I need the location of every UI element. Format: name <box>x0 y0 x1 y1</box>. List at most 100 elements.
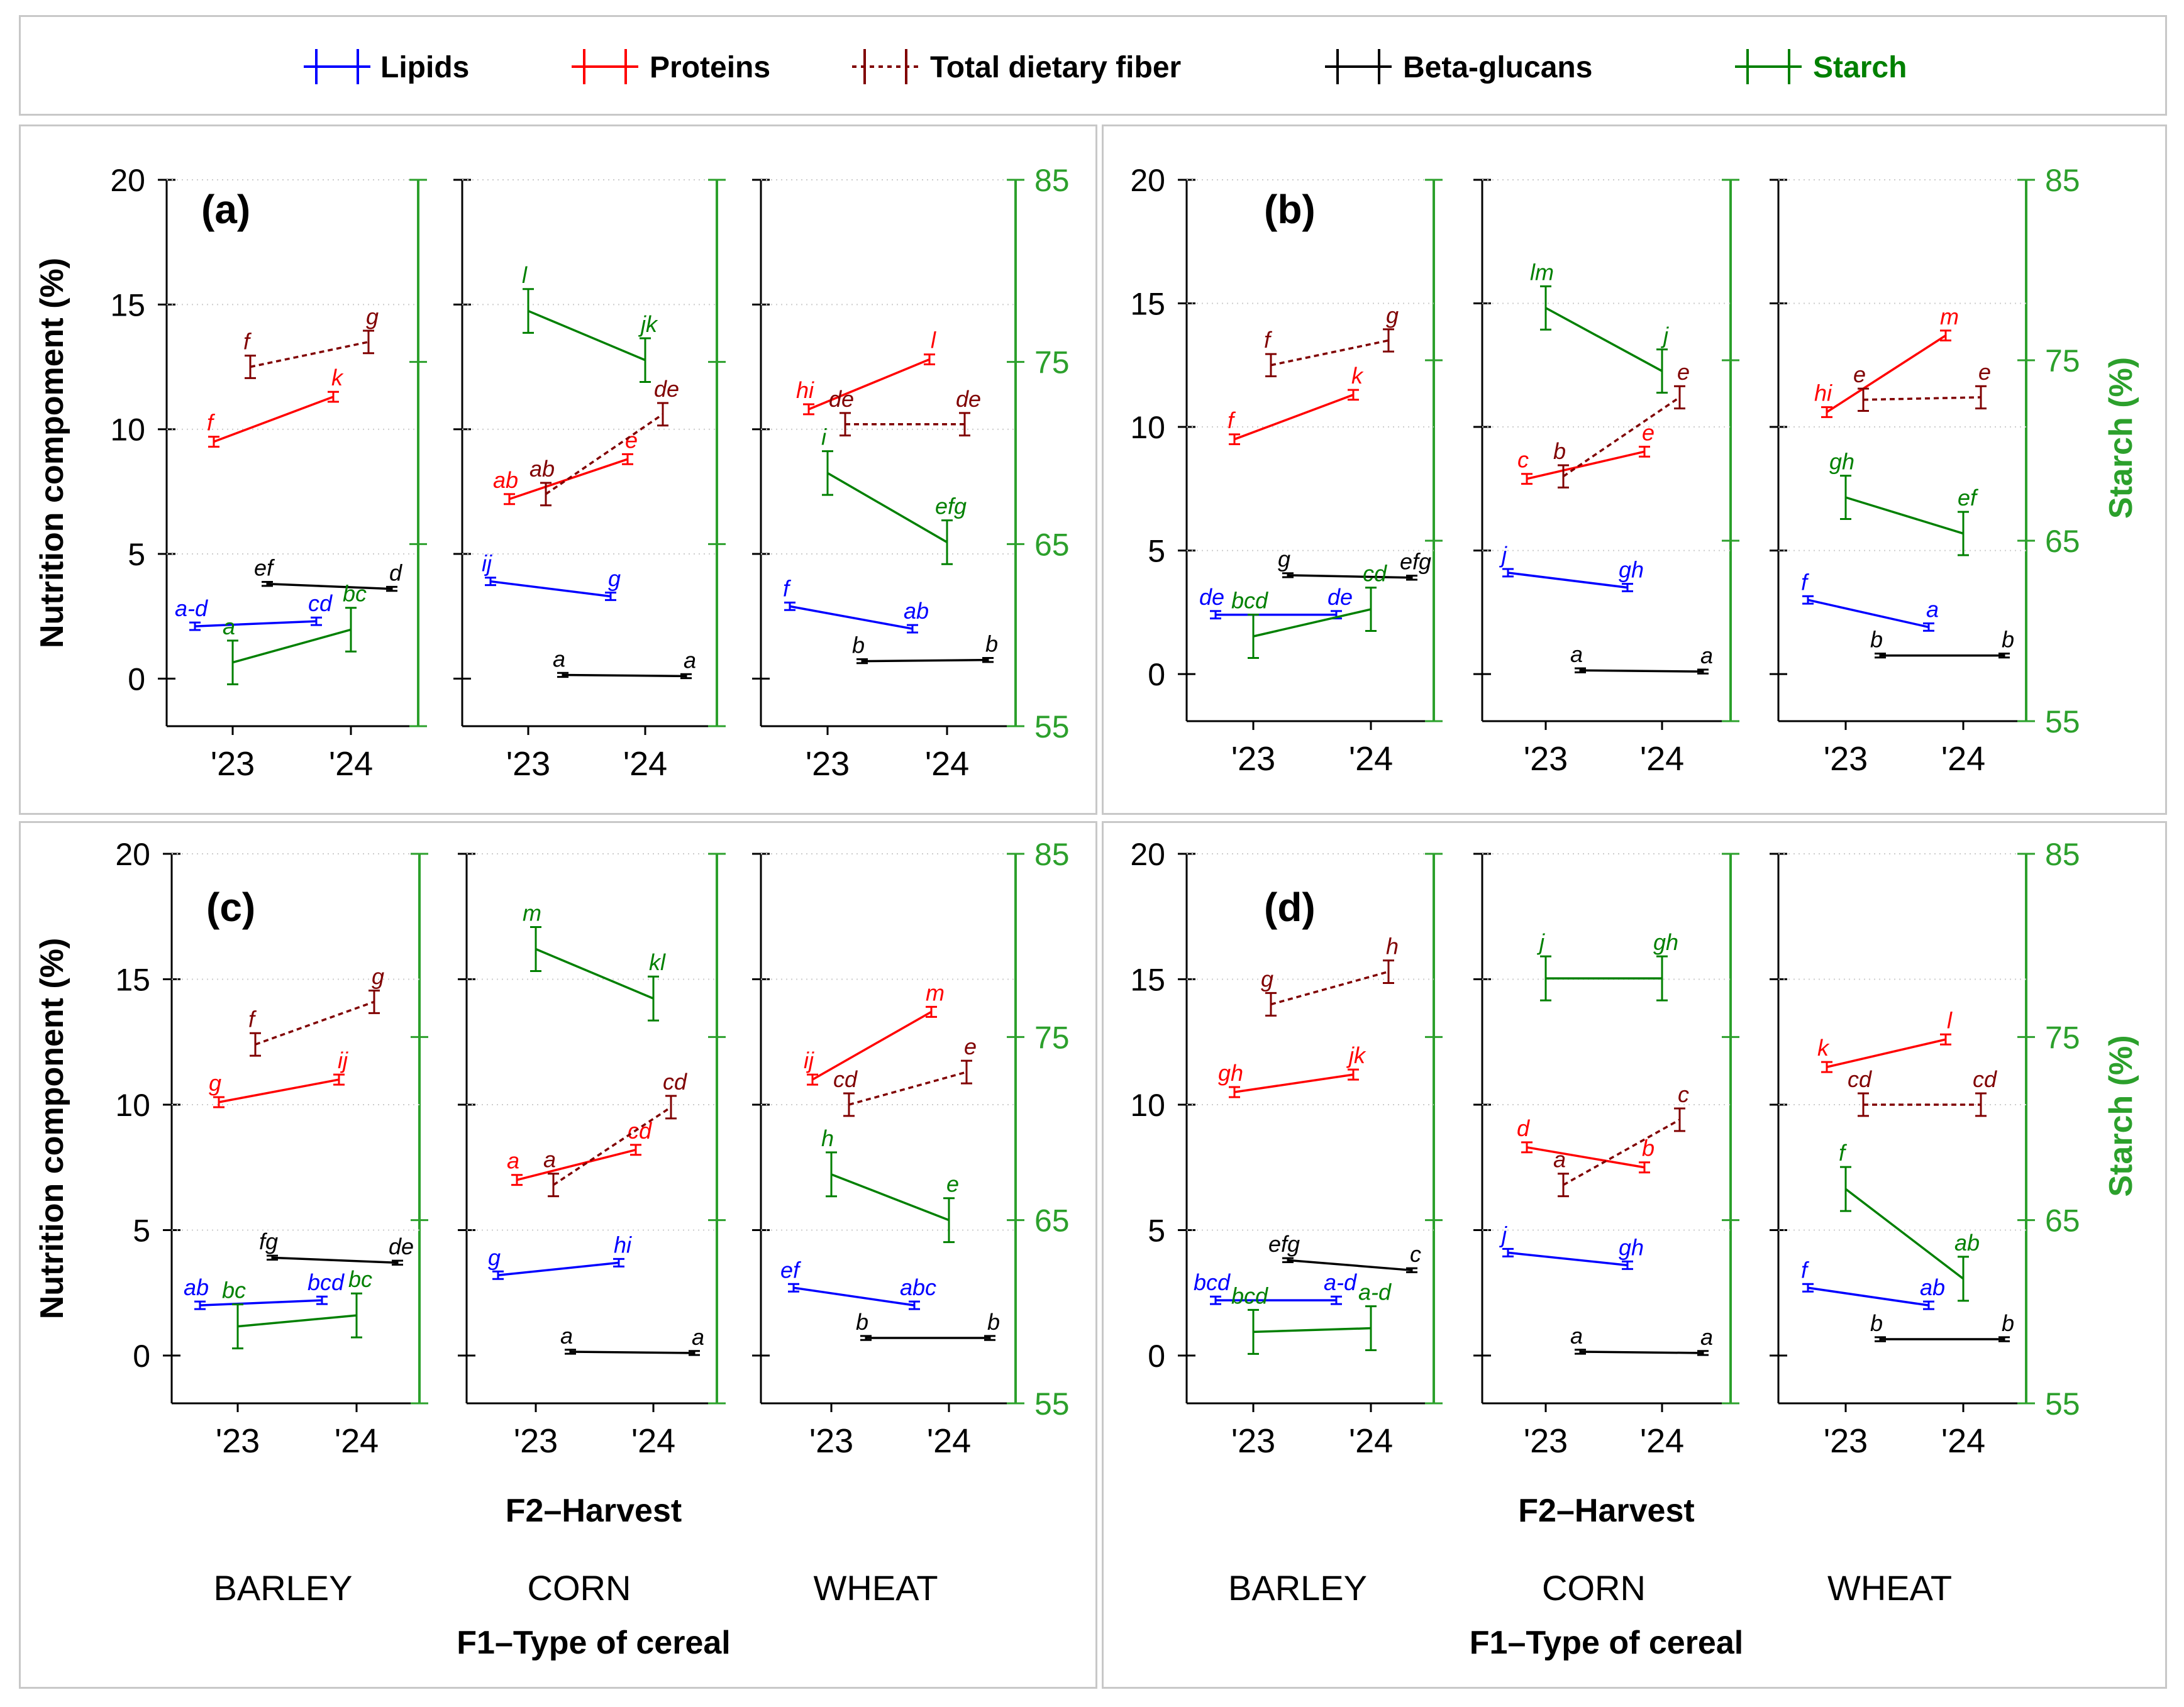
x-tick-label-c-0-1: '24 <box>335 1422 379 1460</box>
letter-tdf-c-0-1: g <box>372 963 384 989</box>
y2-tick-label-b-3: 85 <box>2045 163 2080 198</box>
legend-svg: Lipids Proteins Total dietary fiber Beta… <box>304 49 1907 84</box>
series-line-beta-glucans-b-0 <box>1287 574 1412 579</box>
letter-starch-c-0-0: bc <box>222 1278 246 1303</box>
letter-lipids-a-2-0: f <box>783 575 792 601</box>
y2-tick-label-b-1: 65 <box>2045 524 2080 559</box>
series-line-proteins-a-0 <box>213 395 334 443</box>
letter-starch-c-1-1: kl <box>649 949 666 975</box>
letter-beta-glucans-a-1-0: a <box>553 646 565 671</box>
letter-proteins-c-1-1: cd <box>628 1118 652 1144</box>
letter-tdf-d-1-0: a <box>1553 1147 1566 1173</box>
series-line-lipids-b-2 <box>1807 599 1929 629</box>
legend-label-beta-glucans: Beta-glucans <box>1403 51 1592 84</box>
letter-beta-glucans-d-0-1: c <box>1410 1241 1421 1267</box>
letter-proteins-d-2-1: l <box>1947 1007 1953 1033</box>
letter-proteins-d-0-1: jk <box>1346 1042 1366 1068</box>
legend-item-starch: Starch <box>1735 49 1907 84</box>
letter-proteins-b-2-0: hi <box>1814 380 1832 406</box>
letter-lipids-d-1-0: j <box>1499 1222 1507 1247</box>
y-tick-label-b-1: 5 <box>1148 534 1165 569</box>
y-tick-label-a-3: 15 <box>110 287 145 323</box>
letter-lipids-b-0-0: de <box>1199 584 1224 610</box>
x-tick-label-c-1-0: '23 <box>514 1422 558 1460</box>
letter-starch-b-0-0: bcd <box>1231 588 1268 614</box>
y-tick-label-d-1: 5 <box>1148 1213 1165 1248</box>
legend-label-tdf: Total dietary fiber <box>930 51 1181 84</box>
series-line-lipids-c-2 <box>793 1286 915 1306</box>
cereal-label-d-0: BARLEY <box>1228 1568 1367 1608</box>
letter-beta-glucans-d-1-1: a <box>1700 1324 1713 1350</box>
letter-starch-d-0-0: bcd <box>1231 1283 1268 1308</box>
y-tick-label-a-2: 10 <box>110 412 145 448</box>
letter-lipids-b-2-1: a <box>1926 597 1939 622</box>
letter-tdf-a-1-1: de <box>654 376 679 402</box>
x-tick-label-d-0-0: '23 <box>1231 1422 1275 1460</box>
letter-starch-a-2-0: i <box>821 424 827 450</box>
letter-starch-a-1-1: jk <box>638 311 658 337</box>
series-line-proteins-b-0 <box>1234 394 1354 441</box>
series-line-proteins-d-2 <box>1826 1038 1946 1068</box>
letter-proteins-a-0-1: k <box>331 365 344 390</box>
letter-lipids-b-1-0: j <box>1499 542 1507 568</box>
y2-tick-label-d-2: 75 <box>2045 1020 2080 1055</box>
letter-beta-glucans-c-1-0: a <box>560 1323 573 1349</box>
cereal-label-d-2: WHEAT <box>1827 1568 1952 1608</box>
letter-starch-b-1-1: j <box>1660 323 1669 348</box>
series-line-lipids-c-1 <box>497 1261 619 1277</box>
panel-label-b: (b) <box>1264 187 1316 232</box>
letter-beta-glucans-a-2-1: b <box>985 631 998 656</box>
legend-item-lipids: Lipids <box>304 49 469 84</box>
series-line-lipids-d-2 <box>1807 1286 1929 1306</box>
y2-tick-label-a-0: 55 <box>1034 709 1070 744</box>
y2-tick-label-b-0: 55 <box>2045 704 2080 739</box>
series-line-starch-c-2 <box>831 1173 950 1222</box>
y-tick-label-d-2: 10 <box>1130 1088 1165 1123</box>
letter-lipids-a-1-1: g <box>608 566 621 592</box>
letter-tdf-b-1-0: b <box>1553 438 1566 464</box>
legend-label-proteins: Proteins <box>650 51 770 84</box>
series-line-proteins-c-1 <box>516 1149 636 1181</box>
x-tick-label-d-0-1: '24 <box>1349 1422 1393 1460</box>
letter-beta-glucans-b-1-0: a <box>1570 641 1583 667</box>
letter-starch-a-0-1: bc <box>343 581 367 607</box>
letter-tdf-b-2-0: e <box>1853 362 1866 387</box>
series-line-tdf-b-1 <box>1563 396 1680 478</box>
x-tick-label-b-1-1: '24 <box>1640 740 1684 778</box>
letter-beta-glucans-b-2-1: b <box>2002 626 2014 652</box>
series-line-starch-a-2 <box>827 472 948 543</box>
letter-tdf-a-2-0: de <box>829 386 854 412</box>
legend-item-proteins: Proteins <box>572 49 770 84</box>
y-tick-label-d-0: 0 <box>1148 1339 1165 1374</box>
series-line-proteins-a-2 <box>808 358 930 411</box>
letter-tdf-c-1-1: cd <box>663 1069 687 1095</box>
series-line-starch-a-1 <box>528 309 646 362</box>
y2-tick-label-d-1: 65 <box>2045 1203 2080 1239</box>
letter-beta-glucans-d-0-0: efg <box>1268 1231 1300 1257</box>
letter-tdf-c-0-0: f <box>248 1006 257 1032</box>
letter-beta-glucans-b-1-1: a <box>1700 643 1713 668</box>
letter-beta-glucans-b-2-0: b <box>1870 626 1883 652</box>
y-tick-label-d-3: 15 <box>1130 962 1165 997</box>
cereal-label-d-1: CORN <box>1542 1568 1646 1608</box>
series-line-tdf-b-2 <box>1863 396 1982 401</box>
x-tick-label-d-2-1: '24 <box>1941 1422 1985 1460</box>
letter-beta-glucans-a-1-1: a <box>684 647 696 673</box>
series-line-tdf-a-1 <box>545 413 663 495</box>
x-tick-label-c-1-1: '24 <box>631 1422 675 1460</box>
letter-lipids-b-1-1: gh <box>1619 557 1644 583</box>
letter-starch-b-2-0: gh <box>1829 449 1854 475</box>
panel-label-d: (d) <box>1264 885 1316 930</box>
y-axis-title-a: Nutrition compoment (%) <box>34 258 70 648</box>
letter-tdf-d-2-1: cd <box>1973 1066 1997 1092</box>
cereal-label-c-2: WHEAT <box>813 1568 938 1608</box>
series-line-tdf-c-0 <box>255 1000 375 1046</box>
series-line-starch-b-1 <box>1545 307 1663 372</box>
y-tick-label-a-1: 5 <box>128 537 145 572</box>
group-title-d: F1–Type of cereal <box>1470 1625 1743 1661</box>
series-line-beta-glucans-d-0 <box>1287 1259 1412 1272</box>
y2-tick-label-c-2: 75 <box>1034 1020 1070 1055</box>
series-line-tdf-c-2 <box>848 1071 967 1106</box>
